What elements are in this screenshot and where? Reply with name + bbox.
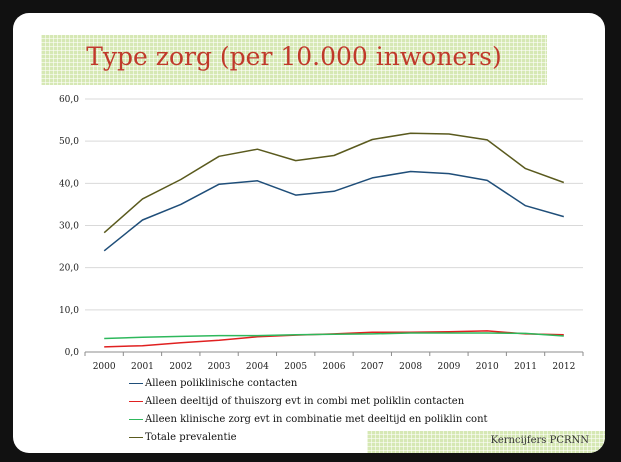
legend-label: Alleen klinische zorg evt in combinatie … bbox=[145, 414, 488, 425]
series-line-1 bbox=[103, 170, 565, 252]
x-tick-label: 2011 bbox=[514, 362, 537, 372]
title-band: Type zorg (per 10.000 inwoners) bbox=[41, 35, 547, 85]
legend-item: Alleen deeltijd of thuiszorg evt in comb… bbox=[129, 393, 488, 411]
x-tick-label: 2003 bbox=[208, 362, 231, 372]
x-tick-label: 2008 bbox=[399, 362, 422, 372]
footer-band: Kerncijfers PCRNN bbox=[367, 431, 605, 453]
legend-label: Alleen poliklinische contacten bbox=[145, 378, 298, 389]
series-line-4 bbox=[103, 132, 565, 234]
footer-label: Kerncijfers PCRNN bbox=[490, 435, 589, 446]
page-title: Type zorg (per 10.000 inwoners) bbox=[86, 42, 502, 71]
x-tick-label: 2005 bbox=[284, 362, 307, 372]
legend-item: Totale prevalentie bbox=[129, 429, 488, 447]
slide: Type zorg (per 10.000 inwoners) 0,0 10,0 2… bbox=[13, 13, 605, 453]
series-line-3 bbox=[104, 332, 564, 340]
line-chart: 0,0 10,0 20,0 30,0 40,0 50,0 60,0 2000 2001 2002 2… bbox=[59, 95, 584, 372]
x-tick-label: 2000 bbox=[93, 362, 116, 372]
legend-label: Totale prevalentie bbox=[145, 432, 237, 443]
legend-swatch bbox=[129, 419, 143, 420]
y-tick-label: 20,0 bbox=[59, 264, 79, 274]
y-tick-label: 40,0 bbox=[59, 179, 79, 189]
x-tick-label: 2006 bbox=[323, 362, 346, 372]
x-tick-label: 2007 bbox=[361, 362, 384, 372]
x-tick-label: 2012 bbox=[552, 362, 575, 372]
y-tick-label: 10,0 bbox=[59, 306, 79, 316]
y-tick-label: 50,0 bbox=[59, 137, 79, 147]
legend-swatch bbox=[129, 383, 143, 384]
x-tick-label: 2009 bbox=[437, 362, 460, 372]
legend-label: Alleen deeltijd of thuiszorg evt in comb… bbox=[145, 396, 465, 407]
y-tick-label: 30,0 bbox=[59, 222, 79, 232]
x-tick-label: 2002 bbox=[169, 362, 192, 372]
legend-item: Alleen poliklinische contacten bbox=[129, 375, 488, 393]
x-tick-label: 2010 bbox=[476, 362, 499, 372]
y-tick-label: 0,0 bbox=[65, 348, 80, 358]
x-tick-label: 2004 bbox=[246, 362, 269, 372]
legend-item: Alleen klinische zorg evt in combinatie … bbox=[129, 411, 488, 429]
y-tick-label: 60,0 bbox=[59, 95, 79, 105]
legend: Alleen poliklinische contacten Alleen dee… bbox=[129, 375, 488, 447]
legend-swatch bbox=[129, 401, 143, 402]
legend-swatch bbox=[129, 437, 143, 438]
x-tick-label: 2001 bbox=[131, 362, 154, 372]
